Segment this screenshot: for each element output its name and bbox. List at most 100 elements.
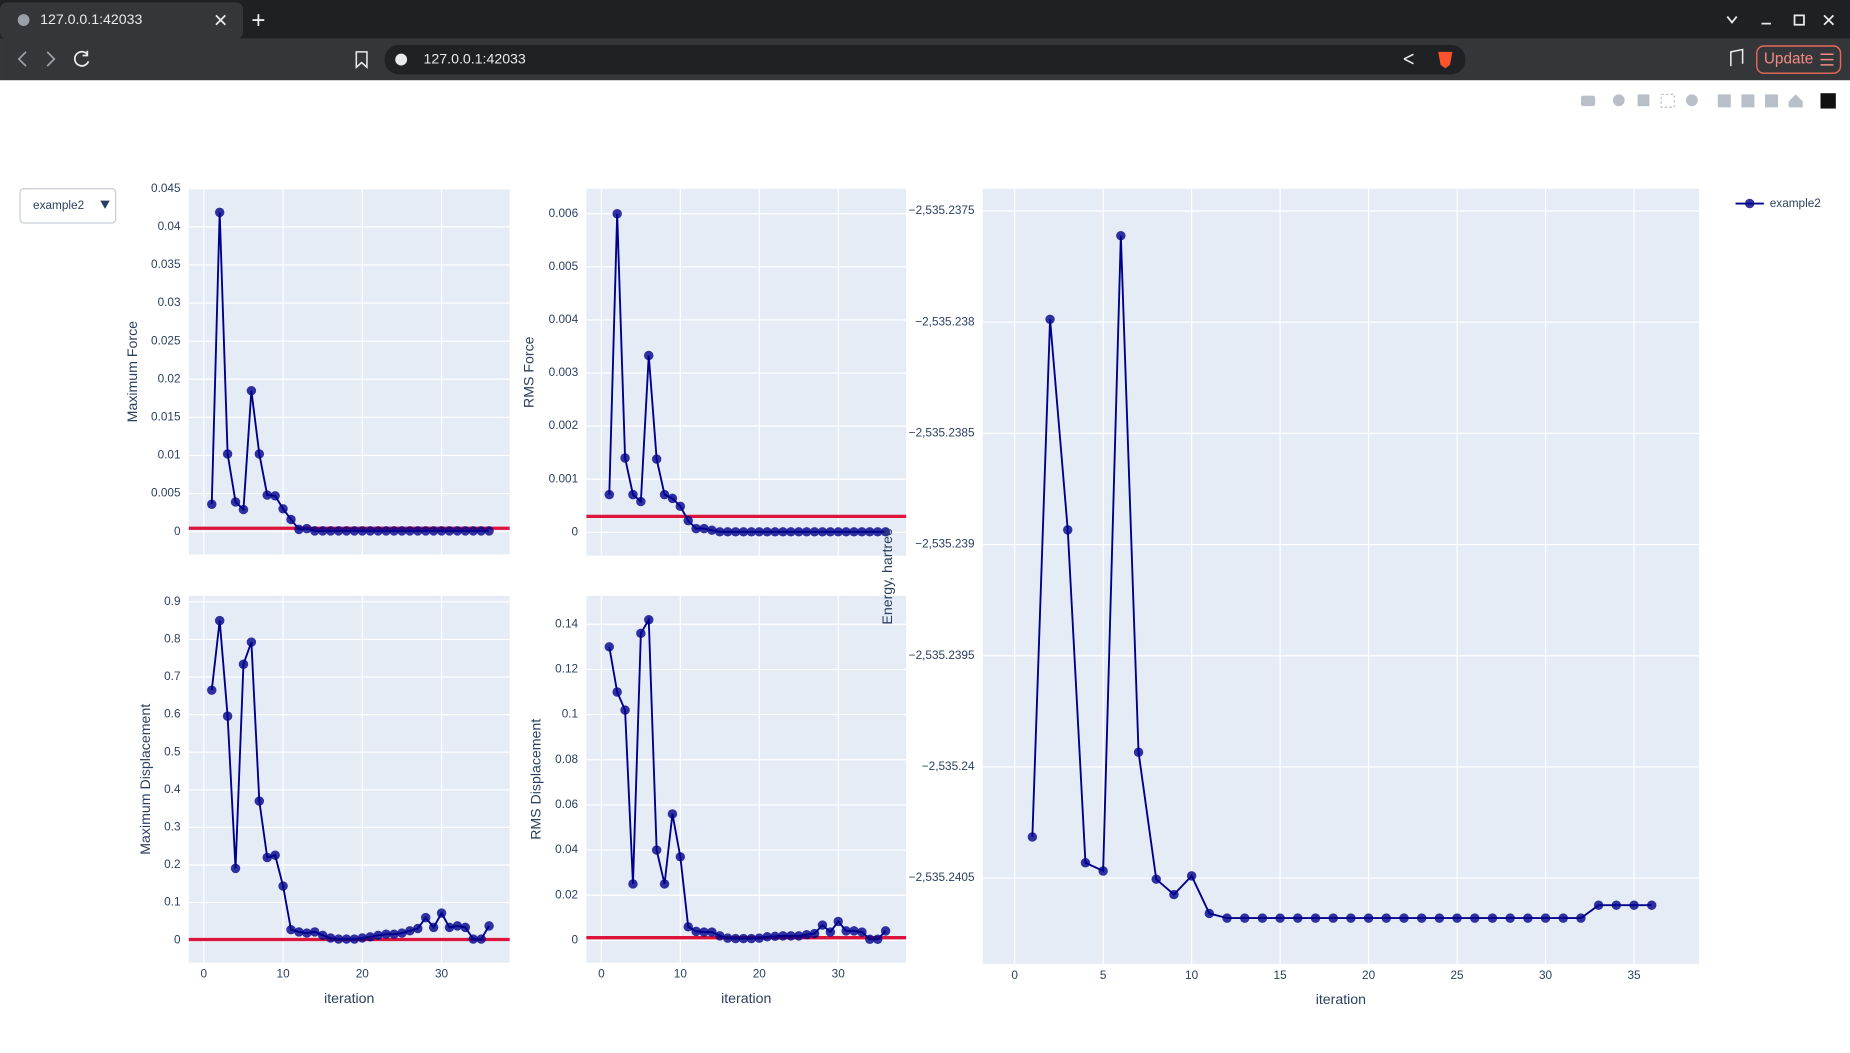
modebar-button[interactable] <box>1717 94 1731 108</box>
y-tick-label: 0.02 <box>555 888 578 901</box>
data-point <box>317 526 328 536</box>
data-point <box>691 523 701 534</box>
modebar-button[interactable] <box>1612 94 1625 107</box>
dropdown-value: example2 <box>33 199 84 212</box>
data-point <box>746 527 757 537</box>
data-point <box>651 454 662 464</box>
nav-buttons[interactable] <box>17 51 56 67</box>
data-point <box>310 927 320 937</box>
y-tick-label: 0 <box>174 525 181 538</box>
data-point <box>357 933 368 943</box>
data-point <box>675 852 686 862</box>
data-point <box>1045 314 1055 325</box>
window-controls[interactable] <box>1726 14 1835 26</box>
data-point <box>238 504 249 515</box>
x-tick-label: 20 <box>753 968 767 981</box>
y-axis-title: RMS Force <box>520 336 536 408</box>
modebar-button[interactable] <box>1660 93 1675 108</box>
data-point <box>365 932 375 942</box>
site-info[interactable] <box>395 53 408 66</box>
y-tick-label: 0.3 <box>164 821 181 834</box>
legend-marker <box>1744 198 1755 209</box>
data-point <box>1452 913 1462 923</box>
data-point <box>699 523 709 534</box>
x-tick-label: 20 <box>1362 969 1376 982</box>
plot-area <box>586 188 907 556</box>
data-point <box>397 526 407 536</box>
modebar <box>1580 93 1836 109</box>
data-point <box>405 926 415 936</box>
data-point <box>825 527 836 537</box>
y-tick-label: 0.6 <box>164 708 181 721</box>
y-axis-title: Maximum Displacement <box>137 704 153 855</box>
reload[interactable] <box>73 50 90 67</box>
data-point <box>1310 913 1321 923</box>
data-point <box>1346 913 1356 923</box>
data-point <box>1523 913 1533 923</box>
y-tick-label: 0.08 <box>555 753 578 766</box>
data-point <box>865 527 875 537</box>
bookmark[interactable] <box>355 51 368 69</box>
data-point <box>1169 889 1179 900</box>
data-point <box>691 926 701 937</box>
plot-area <box>586 595 907 963</box>
data-point <box>1063 525 1073 535</box>
data-point <box>1027 832 1038 842</box>
x-tick-label: 0 <box>598 968 605 981</box>
data-point <box>1186 871 1197 881</box>
tab[interactable] <box>0 2 244 39</box>
data-point <box>809 928 820 939</box>
modebar-button[interactable] <box>1788 94 1803 108</box>
share[interactable] <box>1403 53 1414 65</box>
new-tab[interactable] <box>252 14 265 26</box>
data-point <box>452 921 463 931</box>
x-tick-label: 0 <box>1011 969 1018 982</box>
y-tick-label: 0.006 <box>549 207 579 220</box>
y-tick-label: 0.9 <box>164 595 180 608</box>
menu[interactable] <box>1820 53 1834 66</box>
x-tick-label: 30 <box>435 968 449 981</box>
data-point <box>817 527 828 537</box>
y-tick-label: −2,535.2385 <box>909 426 975 439</box>
data-point <box>246 385 257 396</box>
data-point <box>1611 900 1622 910</box>
modebar-button[interactable] <box>1685 94 1698 107</box>
modebar-button[interactable] <box>1765 94 1779 108</box>
data-point <box>214 207 225 218</box>
address-bar[interactable] <box>384 44 1466 75</box>
y-axis-title: RMS Displacement <box>528 719 544 840</box>
y-tick-label: 0.14 <box>555 617 578 630</box>
modebar-logo[interactable] <box>1820 93 1836 109</box>
data-point <box>278 881 288 891</box>
data-point <box>278 504 288 514</box>
y-tick-label: 0.02 <box>158 372 181 385</box>
data-point <box>420 912 431 923</box>
data-point <box>1222 913 1232 923</box>
data-point <box>1505 913 1515 923</box>
data-point <box>707 927 717 937</box>
data-point <box>722 933 733 943</box>
x-tick-label: 5 <box>1100 969 1107 982</box>
data-point <box>1629 900 1639 910</box>
data-point <box>286 514 296 525</box>
dropdown[interactable] <box>19 188 117 224</box>
y-tick-label: −2,535.24 <box>922 760 975 773</box>
y-tick-label: 0.12 <box>555 663 578 676</box>
tab-close[interactable] <box>215 14 226 26</box>
modebar-button[interactable] <box>1637 94 1650 107</box>
modebar-button[interactable] <box>1580 95 1596 107</box>
data-point <box>872 527 883 537</box>
brave-shields[interactable] <box>1438 51 1453 69</box>
data-point <box>325 933 336 943</box>
update-button[interactable] <box>1756 45 1842 74</box>
data-point <box>246 637 257 647</box>
y-tick-label: 0.003 <box>549 366 579 379</box>
data-point <box>809 527 820 537</box>
media-button[interactable] <box>1730 48 1744 67</box>
data-point <box>436 526 447 536</box>
data-point <box>604 489 615 500</box>
data-point <box>1399 913 1409 923</box>
y-axis-title: Energy, hartree <box>879 528 895 625</box>
modebar-button[interactable] <box>1741 94 1755 108</box>
